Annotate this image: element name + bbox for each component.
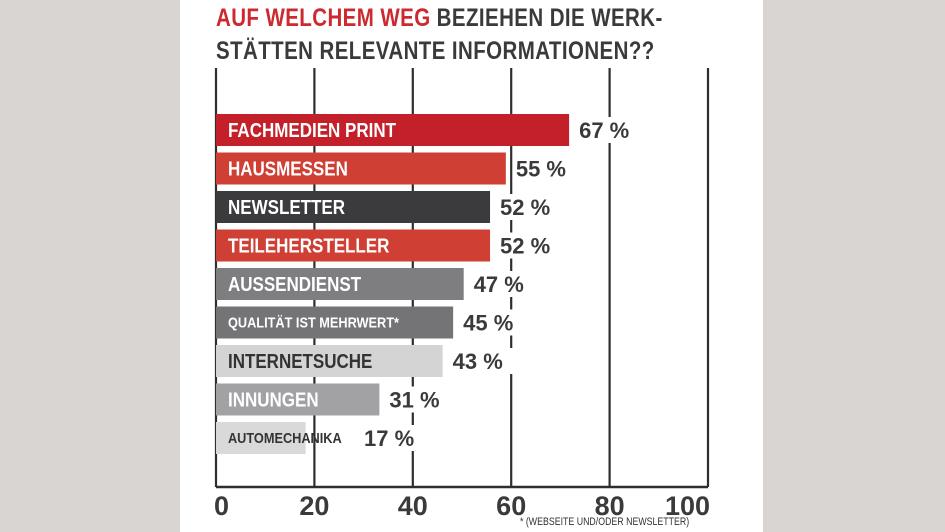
title-highlight: AUF WELCHEM WEG bbox=[216, 4, 431, 32]
value-label-bg bbox=[497, 194, 564, 220]
bar bbox=[216, 268, 464, 300]
bar-label: FACHMEDIEN PRINT bbox=[228, 119, 397, 142]
value-label-bg bbox=[576, 117, 643, 143]
bar bbox=[216, 114, 570, 146]
bar-label: AUTOMECHANIKA bbox=[228, 429, 342, 446]
value-label: 67 % bbox=[579, 118, 629, 143]
value-label: 43 % bbox=[453, 349, 503, 374]
value-label: 31 % bbox=[389, 388, 439, 413]
value-label-bg bbox=[361, 425, 427, 451]
bar bbox=[216, 191, 491, 223]
value-label-bg bbox=[386, 386, 453, 413]
bar-label: AUSSENDIENST bbox=[228, 273, 362, 296]
bar bbox=[216, 383, 380, 416]
x-tick-label: 100 bbox=[665, 491, 710, 521]
value-label-bg bbox=[497, 232, 564, 259]
bar-label: INNUNGEN bbox=[228, 388, 319, 411]
value-label: 52 % bbox=[500, 195, 550, 220]
x-tick-label: 20 bbox=[299, 491, 329, 521]
bar-label: QUALITÄT IST MEHRWERT* bbox=[228, 313, 400, 330]
bar-label: INTERNETSUCHE bbox=[228, 350, 372, 373]
x-tick-label: 40 bbox=[398, 491, 428, 521]
x-tick-label: 0 bbox=[214, 491, 229, 521]
value-label-bg bbox=[512, 155, 579, 182]
value-label-bg bbox=[449, 348, 516, 374]
value-label-bg bbox=[470, 271, 537, 297]
bar bbox=[216, 345, 443, 377]
title-line2: STÄTTEN RELEVANTE INFORMATIONEN?? bbox=[216, 37, 655, 65]
chart-title: AUF WELCHEM WEG BEZIEHEN DIE WERK- STÄTTE… bbox=[216, 2, 663, 68]
value-label: 17 % bbox=[364, 426, 414, 451]
bar-label: HAUSMESSEN bbox=[228, 157, 348, 180]
value-label: 52 % bbox=[500, 234, 550, 259]
bar bbox=[216, 422, 306, 454]
x-tick-label: 60 bbox=[496, 491, 526, 521]
bar bbox=[216, 229, 491, 262]
bar bbox=[216, 306, 454, 339]
value-label: 55 % bbox=[516, 157, 566, 182]
bar-label: NEWSLETTER bbox=[228, 196, 346, 219]
value-label: 45 % bbox=[463, 311, 513, 336]
footnote: * (WEBSEITE UND/ODER NEWSLETTER) bbox=[520, 516, 690, 528]
x-tick-label: 80 bbox=[595, 491, 625, 521]
bar-label: TEILEHERSTELLER bbox=[228, 234, 390, 257]
value-label-bg bbox=[460, 309, 527, 336]
bar bbox=[216, 152, 506, 185]
value-label: 47 % bbox=[474, 272, 524, 297]
title-rest: BEZIEHEN DIE WERK- bbox=[430, 4, 663, 32]
